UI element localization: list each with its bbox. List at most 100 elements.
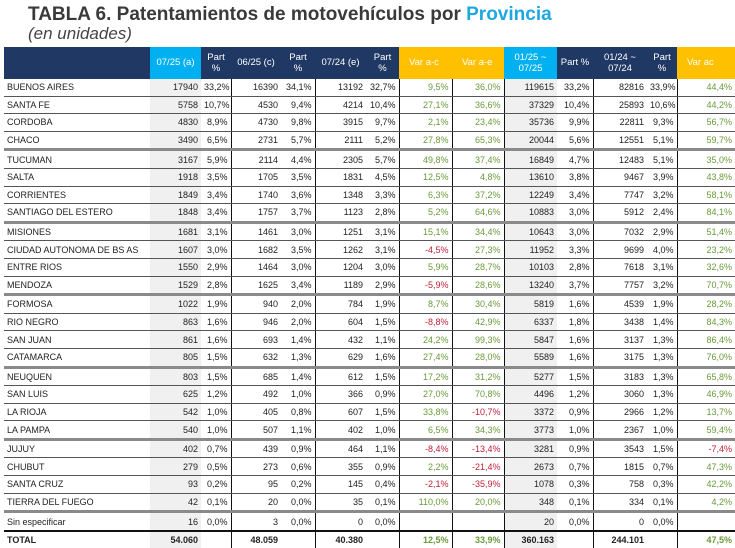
table-cell: 0,9% [281, 439, 316, 459]
table-cell: 3,8% [557, 168, 594, 187]
table-cell: 1705 [231, 168, 281, 187]
table-cell: 76,0% [677, 348, 735, 369]
table-cell: 4530 [231, 96, 281, 115]
column-header: 07/25 (a) [150, 47, 201, 79]
table-cell: 439 [231, 439, 281, 459]
table-cell: 5,6% [557, 131, 594, 152]
table-cell: 20 [504, 511, 557, 532]
table-cell: 1189 [315, 276, 366, 297]
table-cell: 1,5% [201, 367, 232, 387]
table-cell: 5847 [504, 330, 557, 349]
table-cell: 0,0% [281, 511, 316, 532]
table-cell: 48.059 [231, 529, 281, 548]
table-cell: 279 [150, 457, 201, 477]
province-name: CHACO [4, 131, 150, 152]
column-header: 07/24 (e) [315, 47, 366, 79]
table-cell: 42 [150, 493, 201, 514]
table-cell: 244.101 [593, 529, 647, 548]
table-cell: 1607 [150, 240, 201, 259]
table-cell: 2,8% [557, 258, 594, 277]
table-cell: 4,5% [366, 168, 400, 187]
table-cell: 685 [231, 367, 281, 387]
table-row: SAN LUIS 625 1,2% 492 1,0% 366 0,9% 27,0% 70,8% 4… [4, 385, 735, 404]
table-row: LA PAMPA 540 1,0% 507 1,1% 402 1,0% 6,5% 34,3% 37… [4, 420, 735, 441]
table-cell: 23,4% [452, 113, 505, 132]
table-cell: -21,4% [452, 457, 505, 477]
table-cell: 2966 [593, 403, 647, 422]
table-cell: 82816 [593, 79, 647, 97]
table-cell: 9699 [593, 240, 647, 259]
province-name: Sin especificar [4, 511, 150, 532]
table-cell: 1550 [150, 258, 201, 277]
column-header: Var a-e [452, 47, 504, 79]
table-cell: 70,8% [452, 385, 505, 404]
table-cell: 5,2% [399, 203, 453, 224]
table-cell: 9,9% [557, 113, 594, 132]
table-cell: 35736 [504, 113, 557, 132]
column-header: Part % [647, 47, 677, 79]
table-cell: 27,8% [399, 131, 453, 152]
table-cell: 3183 [593, 367, 647, 387]
table-cell: 1,3% [647, 385, 678, 404]
province-name: MISIONES [4, 222, 150, 242]
table-cell: 3,0% [201, 240, 232, 259]
table-cell: 4539 [593, 294, 647, 314]
table-cell: 7618 [593, 258, 647, 277]
table-cell: 946 [231, 313, 281, 332]
table-cell: 803 [150, 367, 201, 387]
table-cell: 1831 [315, 168, 366, 187]
table-cell: 27,4% [399, 348, 453, 369]
table-cell: 1,3% [647, 348, 678, 369]
province-name: SANTA FE [4, 96, 150, 115]
table-cell: 3,0% [366, 258, 400, 277]
table-cell: 65,8% [677, 367, 735, 387]
table-cell: 3167 [150, 149, 201, 169]
table-cell: 1461 [231, 222, 281, 242]
province-name: LA RIOJA [4, 403, 150, 422]
table-cell: 3060 [593, 385, 647, 404]
table-cell: 2,1% [399, 113, 453, 132]
table-cell: 432 [315, 330, 366, 349]
table-cell: 16849 [504, 149, 557, 169]
table-cell: 0,1% [366, 493, 400, 514]
table-cell: 940 [231, 294, 281, 314]
table-cell: 64,6% [452, 203, 505, 224]
table-cell: 1,3% [647, 330, 678, 349]
table-cell: 0,0% [366, 511, 400, 532]
table-row: CHACO 3490 6,5% 2731 5,7% 2111 5,2% 27,8% 65,3% 2… [4, 131, 735, 152]
table-cell: 110,0% [399, 493, 453, 514]
table-row: SALTA 1918 3,5% 1705 3,5% 1831 4,5% 12,5% 4,8% 13… [4, 168, 735, 187]
table-cell: 7757 [593, 276, 647, 297]
province-name: FORMOSA [4, 294, 150, 314]
table-cell: 11952 [504, 240, 557, 259]
table-cell: 0,0% [281, 493, 316, 514]
table-cell: 6,3% [399, 186, 453, 205]
table-cell: 1348 [315, 186, 366, 205]
table-cell: 0,7% [557, 457, 594, 477]
table-cell: 0,7% [201, 439, 232, 459]
table-cell: 758 [593, 475, 647, 494]
table-cell [677, 511, 735, 532]
table-cell: 4,0% [647, 240, 678, 259]
table-cell: 3,4% [281, 276, 316, 297]
province-name: TUCUMAN [4, 149, 150, 169]
table-cell: 1,3% [281, 348, 316, 369]
table-cell: 5,9% [399, 258, 453, 277]
table-cell: 33,2% [201, 79, 232, 97]
table-cell: 1464 [231, 258, 281, 277]
table-cell [452, 511, 505, 532]
table-row: MENDOZA 1529 2,8% 1625 3,4% 1189 2,9% -5,9% 28,6… [4, 276, 735, 297]
table-cell: 42,2% [677, 475, 735, 494]
table-cell: 1204 [315, 258, 366, 277]
table-cell: 20,0% [452, 493, 505, 514]
table-cell: 12551 [593, 131, 647, 152]
table-cell: 2367 [593, 420, 647, 441]
table-row: CORDOBA 4830 8,9% 4730 9,8% 3915 9,7% 2,1% 23,4%… [4, 113, 735, 132]
table-cell: 1,0% [557, 420, 594, 441]
table-cell: 5819 [504, 294, 557, 314]
table-cell: 27,3% [452, 240, 505, 259]
table-cell: 1849 [150, 186, 201, 205]
table-cell: 12,5% [399, 529, 453, 548]
table-cell: 1529 [150, 276, 201, 297]
column-header: Part % [201, 47, 231, 79]
